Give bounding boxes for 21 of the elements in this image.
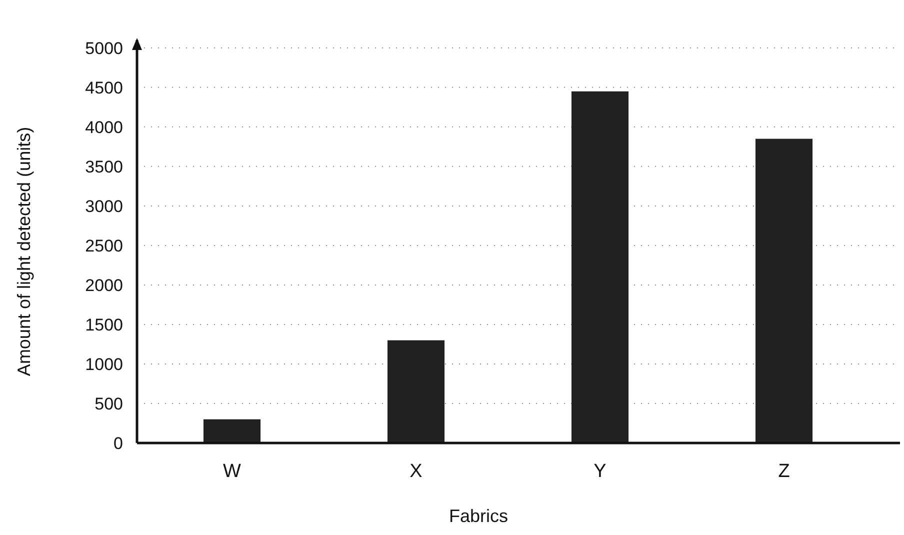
y-tick-label: 4500 (85, 78, 123, 98)
bar (755, 138, 813, 443)
x-tick-label: Y (594, 461, 607, 482)
y-tick-label: 500 (94, 394, 123, 414)
y-tick-label: 3000 (85, 196, 123, 216)
x-tick-label: X (410, 461, 423, 482)
bar (203, 419, 261, 443)
y-tick-label: 3500 (85, 157, 123, 176)
x-tick-label: Z (778, 461, 790, 482)
x-tick-label: W (223, 461, 242, 482)
bar (387, 340, 445, 443)
y-tick-label: 0 (114, 434, 123, 453)
y-axis-title: Amount of light detected (units) (14, 126, 34, 376)
y-tick-label: 2000 (85, 276, 123, 295)
x-axis-title: Fabrics (448, 506, 508, 526)
y-tick-label: 4000 (85, 118, 123, 137)
y-tick-label: 1500 (85, 315, 123, 334)
y-tick-label: 5000 (85, 38, 123, 58)
y-tick-label: 1000 (85, 354, 123, 374)
bar (571, 91, 629, 443)
y-tick-label: 2500 (85, 236, 123, 256)
